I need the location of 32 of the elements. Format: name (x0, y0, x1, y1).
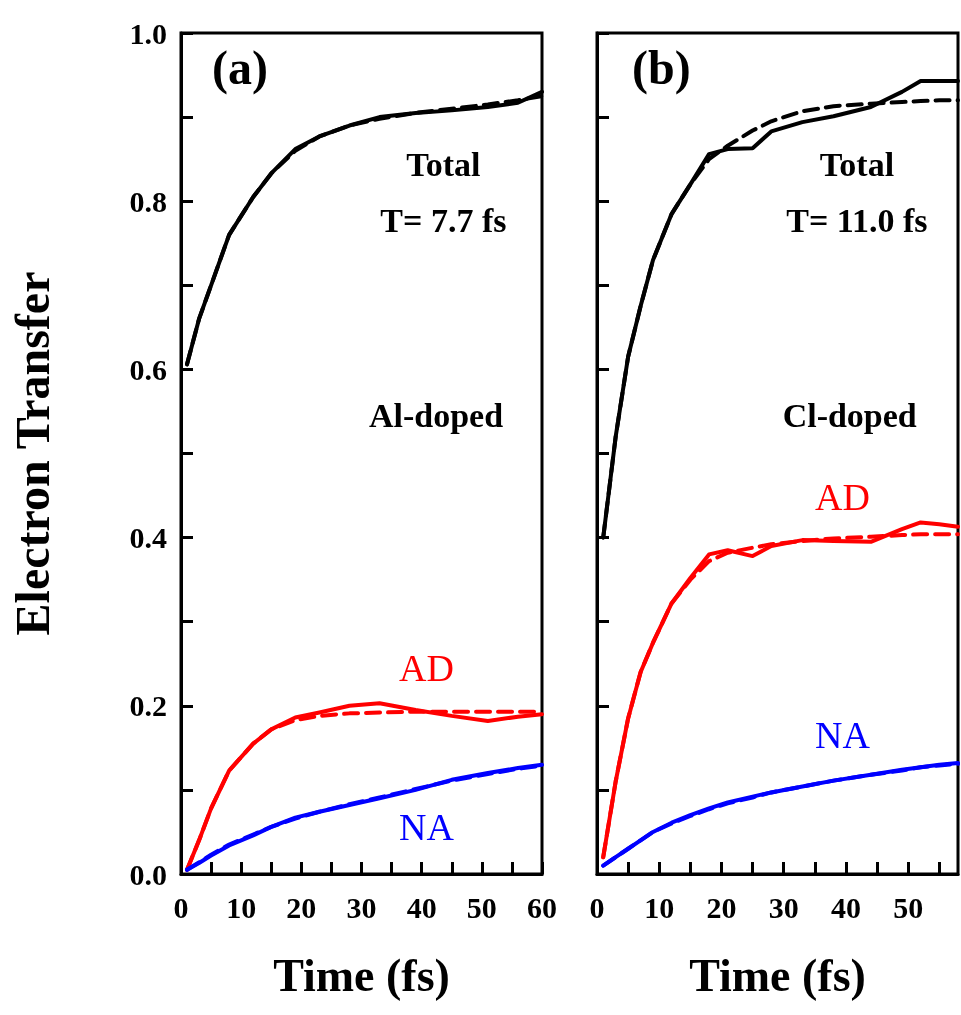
y-tick-label: 0.2 (129, 689, 167, 723)
y-tick-label: 0.8 (129, 184, 167, 218)
x-tick-label: 30 (346, 890, 377, 924)
series-label: AD (399, 646, 454, 689)
x-tick-label: 10 (644, 890, 675, 924)
x-tick-label: 40 (406, 890, 437, 924)
series-label: NA (399, 805, 455, 848)
y-tick-label: 0.0 (129, 857, 167, 891)
annotation: Cl-doped (782, 397, 917, 435)
series-label: AD (815, 476, 870, 519)
x-axis-title: Time (fs) (273, 949, 450, 1001)
x-tick-label: 20 (286, 890, 317, 924)
x-tick-label: 10 (226, 890, 257, 924)
x-tick-label: 50 (466, 890, 497, 924)
x-tick-label: 0 (589, 890, 605, 924)
x-tick-label: 50 (893, 890, 924, 924)
x-tick-label: 60 (527, 890, 557, 924)
chart-title: (b) (632, 40, 691, 95)
x-tick-label: 20 (706, 890, 737, 924)
chart-title: (a) (212, 40, 268, 95)
x-tick-label: 30 (768, 890, 799, 924)
x-tick-label: 40 (830, 890, 861, 924)
x-tick-label: 0 (173, 890, 189, 924)
y-tick-label: 0.4 (129, 521, 167, 555)
annotation: Total T= 7.7 fs (380, 146, 507, 240)
series-label: NA (815, 714, 871, 757)
x-axis-title: Time (fs) (689, 949, 866, 1001)
y-tick-label: 1.0 (129, 16, 167, 50)
y-tick-label: 0.6 (129, 352, 167, 386)
annotation: Al-doped (368, 397, 504, 435)
annotation: Total T= 11.0 fs (786, 146, 928, 240)
y-axis-title: Electron Transfer (5, 271, 59, 636)
